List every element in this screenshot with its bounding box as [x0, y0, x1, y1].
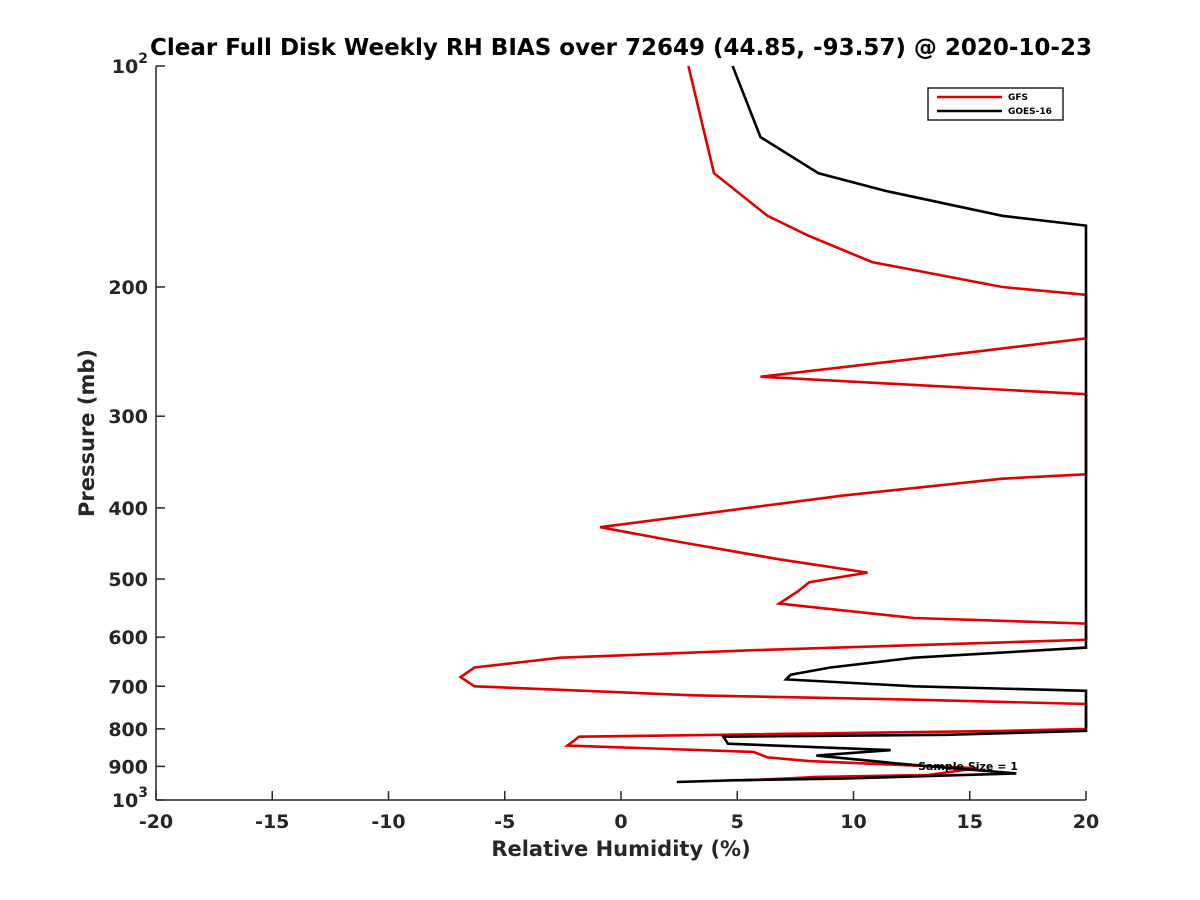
series-line-goes16 — [676, 65, 1088, 784]
x-tick-label: 0 — [614, 811, 627, 833]
x-axis-label: Relative Humidity (%) — [491, 837, 750, 861]
x-tick-label: -10 — [371, 811, 405, 833]
x-tick-label: 15 — [957, 811, 983, 833]
y-tick-label: 700 — [108, 676, 148, 698]
y-tick-label: 300 — [108, 406, 148, 428]
x-tick-label: -15 — [255, 811, 289, 833]
y-tick-label: 600 — [108, 627, 148, 649]
y-tick-label: 500 — [108, 569, 148, 591]
plot-area: -20 -15 -10 -5 0 5 10 15 20 10220030040050060070… — [108, 51, 1099, 833]
chart-title: Clear Full Disk Weekly RH BIAS over 7264… — [150, 35, 1092, 61]
legend-label-gfs: GFS — [1008, 93, 1028, 103]
x-tick-label: -20 — [139, 811, 173, 833]
sample-size-annotation: Sample Size = 1 — [918, 760, 1018, 773]
x-axis-ticks: -20 -15 -10 -5 0 5 10 15 20 — [139, 791, 1099, 833]
y-tick-label: 400 — [108, 498, 148, 520]
y-axis-label: Pressure (mb) — [75, 349, 99, 517]
x-tick-label: 10 — [840, 811, 866, 833]
legend: GFS GOES-16 — [927, 87, 1064, 121]
axes-background — [156, 66, 1086, 800]
y-tick-label: 900 — [108, 756, 148, 778]
y-tick-label: 800 — [108, 719, 148, 741]
legend-label-goes16: GOES-16 — [1008, 107, 1052, 117]
x-tick-label: 20 — [1073, 811, 1099, 833]
x-tick-label: -5 — [494, 811, 515, 833]
y-tick-label: 200 — [108, 277, 148, 299]
series-lines — [458, 65, 1088, 784]
legend-box — [927, 87, 1064, 121]
x-tick-label: 5 — [731, 811, 744, 833]
